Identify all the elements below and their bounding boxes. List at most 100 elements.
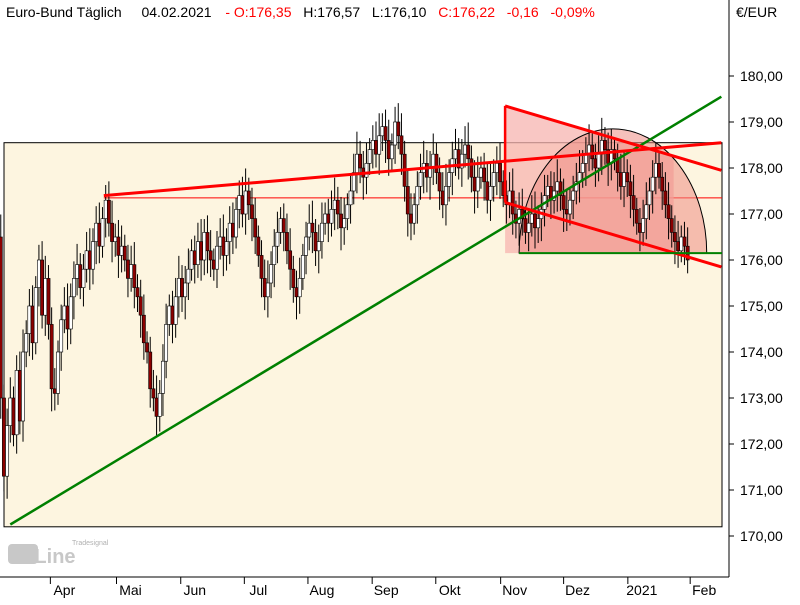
candle bbox=[81, 254, 86, 307]
x-tick-label: Mai bbox=[119, 582, 142, 598]
candle-body bbox=[145, 342, 149, 353]
candle-body bbox=[682, 236, 687, 247]
candle bbox=[56, 340, 60, 405]
candle bbox=[647, 177, 652, 220]
candle-body bbox=[374, 140, 378, 155]
candle bbox=[250, 187, 254, 242]
candle-body bbox=[291, 268, 296, 288]
candle bbox=[285, 213, 289, 265]
logo-small-text: Tradesignal® bbox=[72, 539, 108, 547]
candle bbox=[256, 225, 261, 267]
candle-body bbox=[590, 144, 595, 160]
candle-body bbox=[103, 199, 108, 219]
candle-body bbox=[424, 163, 429, 178]
candle bbox=[644, 182, 649, 240]
candle-body bbox=[106, 199, 111, 224]
candle-body bbox=[78, 264, 83, 288]
candle-body bbox=[30, 305, 35, 344]
chart-header: Euro-Bund Täglich 04.02.2021 - O:176,35 … bbox=[6, 4, 595, 20]
candle-body bbox=[116, 236, 121, 256]
candle-body bbox=[386, 140, 391, 160]
candle bbox=[469, 145, 474, 193]
candle bbox=[281, 203, 286, 252]
candle bbox=[161, 344, 165, 416]
candle-body bbox=[5, 425, 10, 477]
candle bbox=[106, 181, 111, 237]
candle-body bbox=[564, 209, 569, 215]
candle-body bbox=[351, 172, 356, 192]
candle bbox=[288, 228, 293, 290]
low-value: L:176,10 bbox=[371, 4, 427, 20]
candle-body bbox=[622, 172, 626, 187]
candle-body bbox=[215, 245, 219, 270]
candle-body bbox=[459, 153, 464, 169]
candle-body bbox=[399, 135, 404, 155]
candle-body bbox=[17, 370, 22, 422]
candle bbox=[141, 294, 146, 360]
candle-body bbox=[135, 287, 140, 298]
candle-body bbox=[469, 158, 474, 178]
candle bbox=[110, 200, 114, 263]
candle-body bbox=[345, 204, 350, 219]
x-tick-label: Feb bbox=[692, 582, 716, 598]
candle-body bbox=[2, 397, 6, 477]
candle-body bbox=[472, 176, 477, 192]
candle-body bbox=[463, 144, 467, 155]
candle bbox=[173, 277, 178, 338]
candle-body bbox=[62, 305, 67, 321]
candle bbox=[269, 251, 273, 299]
candle-body bbox=[418, 172, 423, 187]
candle bbox=[291, 255, 296, 303]
candle bbox=[466, 122, 471, 180]
candle bbox=[59, 304, 64, 371]
candle-body bbox=[383, 126, 388, 141]
x-tick-label: Jul bbox=[249, 582, 267, 598]
candle-body bbox=[409, 213, 413, 224]
x-tick-label: Aug bbox=[309, 582, 334, 598]
candle-body bbox=[593, 158, 598, 169]
candle-body bbox=[21, 351, 25, 422]
candle-body bbox=[288, 250, 293, 270]
channel-lower-line bbox=[504, 201, 722, 269]
candle-body bbox=[157, 393, 162, 417]
candle bbox=[100, 207, 105, 258]
candle-body bbox=[110, 222, 114, 242]
candle-body bbox=[653, 163, 658, 178]
candle-body bbox=[246, 190, 251, 206]
y-tick-label: 174,00 bbox=[740, 344, 783, 360]
candle-body bbox=[208, 250, 213, 261]
candle-body bbox=[625, 172, 630, 183]
candle-body bbox=[475, 176, 480, 192]
candle-body bbox=[466, 144, 471, 160]
candle-body bbox=[415, 186, 420, 206]
candle-body bbox=[227, 222, 232, 242]
candle-body bbox=[437, 172, 442, 192]
logo-main-text: onLine bbox=[10, 546, 76, 566]
candle-body bbox=[33, 287, 38, 344]
candle bbox=[603, 127, 607, 165]
candle-body bbox=[192, 250, 197, 265]
y-tick-label: 175,00 bbox=[740, 298, 783, 314]
candle-body bbox=[396, 121, 401, 137]
y-tick-label: 173,00 bbox=[740, 390, 783, 406]
candle bbox=[377, 113, 382, 175]
candle bbox=[568, 188, 572, 226]
candle-body bbox=[234, 209, 238, 238]
open-value: O:176,35 bbox=[233, 4, 292, 20]
candle-body bbox=[523, 218, 528, 233]
x-tick-label: 2021 bbox=[626, 582, 657, 598]
candle bbox=[482, 152, 487, 201]
candle-body bbox=[370, 140, 375, 150]
candle-body bbox=[342, 218, 347, 229]
candle bbox=[72, 261, 76, 320]
candle-body bbox=[173, 296, 178, 325]
candle-body bbox=[520, 209, 525, 219]
x-tick-label: Nov bbox=[502, 582, 527, 598]
candle bbox=[275, 211, 280, 264]
candle-body bbox=[199, 241, 204, 261]
candle bbox=[660, 162, 665, 210]
header-date: 04.02.2021 bbox=[141, 4, 212, 20]
candle-body bbox=[545, 186, 550, 196]
candle bbox=[151, 369, 156, 412]
